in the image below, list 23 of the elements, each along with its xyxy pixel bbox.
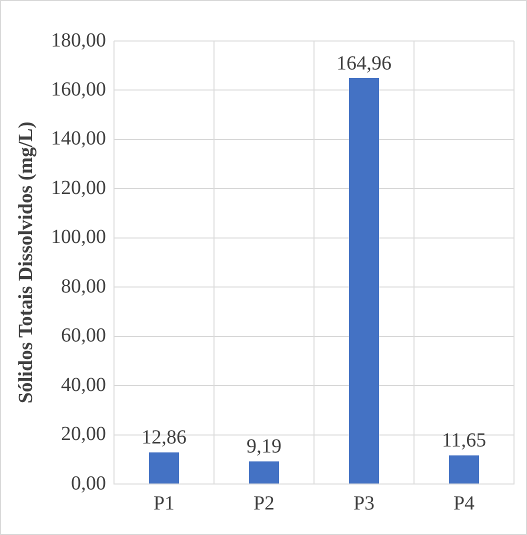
data-label: 9,19 <box>246 436 282 458</box>
x-tick-label: P4 <box>453 492 475 514</box>
y-axis-title: Sólidos Totais Dissolvidos (mg/L) <box>15 122 38 404</box>
y-tick-label: 100,00 <box>51 226 106 248</box>
y-tick-label: 40,00 <box>61 374 106 396</box>
x-tick-label: P2 <box>253 492 275 514</box>
y-tick-label: 80,00 <box>61 275 106 298</box>
y-tick-label: 160,00 <box>51 78 106 100</box>
y-tick-label: 180,00 <box>51 29 106 52</box>
bar <box>249 461 279 484</box>
bar <box>149 452 179 484</box>
x-tick-label: P1 <box>153 492 175 514</box>
y-tick-label: 140,00 <box>51 128 106 150</box>
bar <box>349 78 379 484</box>
data-label: 164,96 <box>336 52 392 74</box>
bar <box>449 455 479 484</box>
data-label: 11,65 <box>442 430 486 452</box>
y-tick-label: 120,00 <box>51 176 106 199</box>
data-label: 12,86 <box>142 426 186 449</box>
x-tick-label: P3 <box>353 492 375 514</box>
y-tick-label: 0,00 <box>71 472 106 494</box>
y-tick-label: 20,00 <box>61 423 106 446</box>
y-tick-label: 60,00 <box>61 324 106 347</box>
